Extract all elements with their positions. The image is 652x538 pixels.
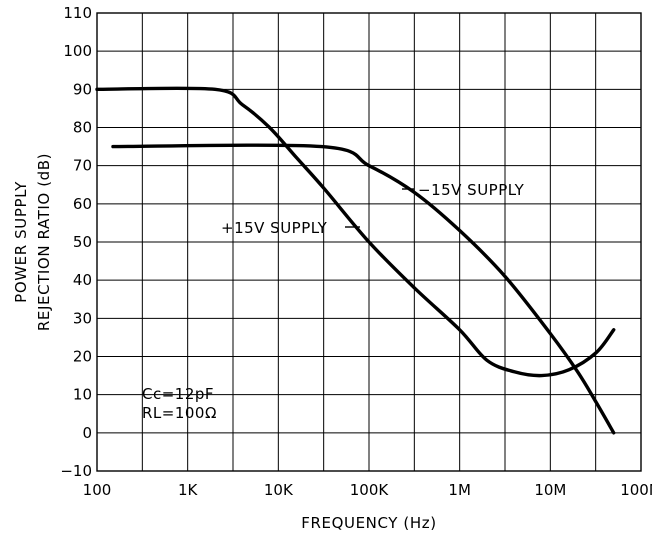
x-axis-label: FREQUENCY (Hz) xyxy=(301,514,436,532)
y-tick-label-5: 40 xyxy=(73,271,92,289)
series-plus-15v-supply xyxy=(95,86,616,378)
y-tick-label-1: 0 xyxy=(82,424,92,442)
x-tick-label-2: 10K xyxy=(264,481,294,499)
y-tick-label-2: 10 xyxy=(73,386,92,404)
x-tick-label-4: 1M xyxy=(448,481,471,499)
y-tick-label-12: 110 xyxy=(63,4,92,22)
annotation-compensation-capacitor: Cc=12pF xyxy=(142,385,214,403)
y-tick-label-4: 30 xyxy=(73,309,92,327)
y-tick-label-11: 100 xyxy=(63,42,92,60)
x-tick-label-1: 1K xyxy=(178,481,199,499)
annotation-load-resistance: RL=100Ω xyxy=(142,404,217,422)
y-tick-label-9: 80 xyxy=(73,119,92,137)
tick-labels: 100 1K 10K 100K 1M 10M 100M −10 0 10 20 30 40 50 60 70 8… xyxy=(60,4,652,499)
y-tick-label-7: 60 xyxy=(73,195,92,213)
y-tick-label-3: 20 xyxy=(73,348,92,366)
series-minus-15v-supply xyxy=(111,143,616,435)
annotations: +15V SUPPLY −15V SUPPLY Cc=12pF RL=100Ω xyxy=(142,181,525,422)
x-tick-label-5: 10M xyxy=(534,481,566,499)
grid xyxy=(97,13,641,471)
annotation-plus-15v-supply: +15V SUPPLY xyxy=(221,219,328,237)
y-tick-label-8: 70 xyxy=(73,157,92,175)
y-tick-label-6: 50 xyxy=(73,233,92,251)
y-axis-label-line-1: POWER SUPPLY xyxy=(12,181,30,303)
x-tick-label-6: 100M xyxy=(620,481,652,499)
annotation-minus-15v-supply: −15V SUPPLY xyxy=(418,181,525,199)
x-tick-label-0: 100 xyxy=(83,481,112,499)
y-tick-label-0: −10 xyxy=(60,462,92,480)
y-axis-label-line-2: REJECTION RATIO (dB) xyxy=(35,153,53,331)
plot-frame xyxy=(96,12,642,472)
y-tick-label-10: 90 xyxy=(73,80,92,98)
series-layer xyxy=(95,86,616,435)
x-tick-label-3: 100K xyxy=(350,481,390,499)
